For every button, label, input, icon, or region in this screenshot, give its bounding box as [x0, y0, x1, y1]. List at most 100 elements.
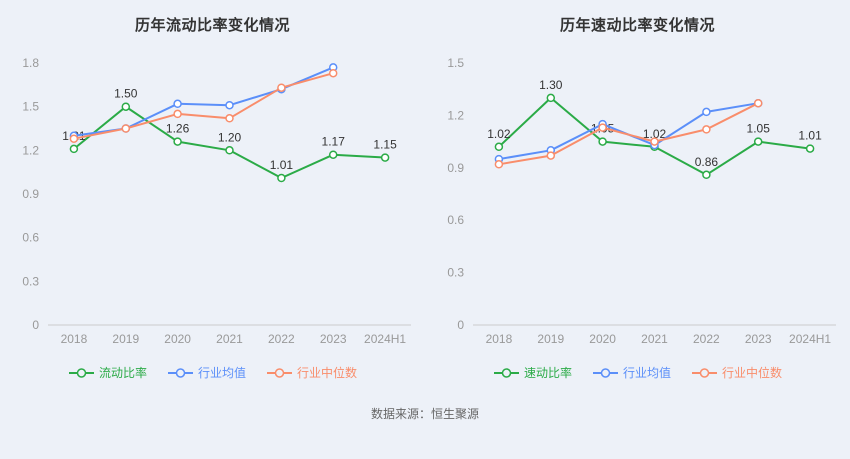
current-ratio-chart-title: 历年流动比率变化情况: [134, 17, 290, 34]
data-source-note: 数据来源：恒生聚源: [370, 407, 479, 421]
data-point[interactable]: [328, 150, 338, 159]
data-point[interactable]: [225, 114, 234, 123]
legend-label: 速动比率: [523, 366, 572, 380]
x-tick-label: 2019: [112, 332, 139, 346]
legend-item[interactable]: 行业均值: [167, 364, 246, 381]
x-tick-label: 2018: [61, 332, 88, 346]
quick-ratio-chart-panel: 历年速动比率变化情况 0 0.3 0.6 0.9 1.2 1.5 2018 2019 2020 2…: [425, 6, 850, 381]
legend-marker-icon: [592, 367, 618, 378]
data-point[interactable]: [702, 107, 711, 117]
y-tick-label: 0.6: [447, 213, 464, 227]
x-tick-label: 2022: [268, 332, 295, 346]
x-tick-label: 2020: [164, 332, 191, 346]
data-label: 1.02: [487, 127, 511, 141]
data-point[interactable]: [805, 144, 815, 153]
y-tick-label: 0: [457, 318, 464, 332]
legend-item[interactable]: 速动比率: [493, 364, 572, 381]
x-tick-label: 2021: [216, 332, 243, 346]
data-point[interactable]: [753, 137, 763, 146]
data-point[interactable]: [702, 125, 711, 134]
data-label: 1.17: [322, 135, 346, 149]
x-tick-label: 2018: [486, 332, 513, 346]
current-ratio-line-chart: 0 0.3 0.6 0.9 1.2 1.5 1.8 2018 2019 2020 2021 2022 2…: [22, 56, 411, 346]
data-label: 1.26: [166, 122, 190, 136]
legend-label: 行业均值: [197, 366, 246, 380]
series-line: [498, 102, 759, 161]
data-point[interactable]: [494, 160, 504, 169]
x-tick-label: 2021: [641, 332, 668, 346]
data-point[interactable]: [173, 109, 182, 119]
data-point[interactable]: [328, 68, 338, 78]
data-point[interactable]: [380, 153, 390, 162]
data-label: 0.86: [695, 155, 719, 169]
data-point[interactable]: [546, 151, 556, 160]
y-tick-label: 1.5: [22, 100, 39, 114]
data-point[interactable]: [494, 142, 504, 152]
data-point[interactable]: [598, 123, 607, 132]
legend-label: 行业中位数: [722, 366, 783, 380]
data-point[interactable]: [753, 98, 763, 108]
series-line: [73, 66, 334, 137]
data-point[interactable]: [546, 93, 556, 103]
data-point[interactable]: [225, 146, 234, 155]
legend-item[interactable]: 行业中位数: [266, 364, 357, 381]
data-label: 1.01: [798, 129, 822, 143]
data-label: 1.05: [747, 122, 771, 136]
legend-marker-icon: [267, 367, 292, 378]
data-point[interactable]: [173, 99, 182, 109]
legend-marker-icon: [692, 367, 717, 378]
y-tick-label: 0.6: [22, 231, 39, 245]
y-tick-label: 0.3: [447, 266, 464, 280]
y-tick-label: 0.9: [447, 161, 464, 175]
data-label: 1.01: [270, 158, 294, 172]
data-label: 1.02: [643, 127, 667, 141]
data-label: 1.15: [373, 138, 397, 152]
x-tick-label: 2022: [693, 332, 720, 346]
y-tick-label: 0: [32, 318, 39, 332]
data-label: 1.30: [539, 78, 563, 92]
data-point[interactable]: [121, 124, 131, 133]
x-tick-label: 2023: [745, 332, 772, 346]
y-tick-label: 0.9: [22, 187, 39, 201]
data-label: 1.50: [114, 87, 138, 101]
data-point[interactable]: [69, 144, 79, 154]
y-tick-label: 1.8: [22, 56, 39, 70]
legend-label: 行业均值: [622, 366, 671, 380]
legend-item[interactable]: 行业中位数: [691, 364, 782, 381]
legend-label: 流动比率: [98, 366, 147, 380]
data-point[interactable]: [121, 102, 131, 111]
x-tick-label: 2023: [320, 332, 347, 346]
legend-item[interactable]: 行业均值: [592, 364, 671, 381]
y-tick-label: 1.5: [447, 56, 464, 70]
data-label: 1.20: [218, 130, 242, 144]
data-point[interactable]: [702, 170, 711, 180]
legend-item[interactable]: 流动比率: [68, 364, 147, 381]
quick-ratio-chart-title: 历年速动比率变化情况: [559, 17, 715, 34]
legend-marker-icon: [68, 367, 94, 378]
legend-label: 行业中位数: [297, 366, 358, 380]
data-point[interactable]: [173, 137, 182, 146]
y-tick-label: 1.2: [447, 108, 464, 122]
data-point[interactable]: [69, 134, 79, 143]
series-line: [73, 72, 334, 140]
data-point[interactable]: [598, 137, 607, 146]
quick-ratio-line-chart: 0 0.3 0.6 0.9 1.2 1.5 2018 2019 2020 2021 2022 2023…: [447, 56, 836, 346]
x-tick-label: 2019: [537, 332, 564, 346]
x-tick-label: 2024H1: [364, 332, 406, 346]
data-point[interactable]: [650, 137, 659, 146]
data-point[interactable]: [277, 173, 286, 183]
legend-marker-icon: [493, 367, 519, 378]
data-point[interactable]: [277, 83, 286, 92]
current-ratio-chart-panel: 历年流动比率变化情况 0 0.3 0.6 0.9 1.2 1.5 1.8 2018 2019 20…: [0, 6, 425, 381]
y-tick-label: 1.2: [22, 143, 39, 157]
legend-marker-icon: [167, 367, 193, 378]
data-point[interactable]: [225, 100, 234, 110]
charts-row: 历年流动比率变化情况 0 0.3 0.6 0.9 1.2 1.5 1.8 2018 2019 20…: [0, 6, 850, 381]
x-tick-label: 2024H1: [789, 332, 831, 346]
y-tick-label: 0.3: [22, 274, 39, 288]
current-ratio-legend: 流动比率 行业均值 行业中位数: [68, 364, 357, 381]
x-tick-label: 2020: [589, 332, 616, 346]
series-line: [498, 102, 759, 166]
quick-ratio-legend: 速动比率 行业均值 行业中位数: [493, 364, 782, 381]
